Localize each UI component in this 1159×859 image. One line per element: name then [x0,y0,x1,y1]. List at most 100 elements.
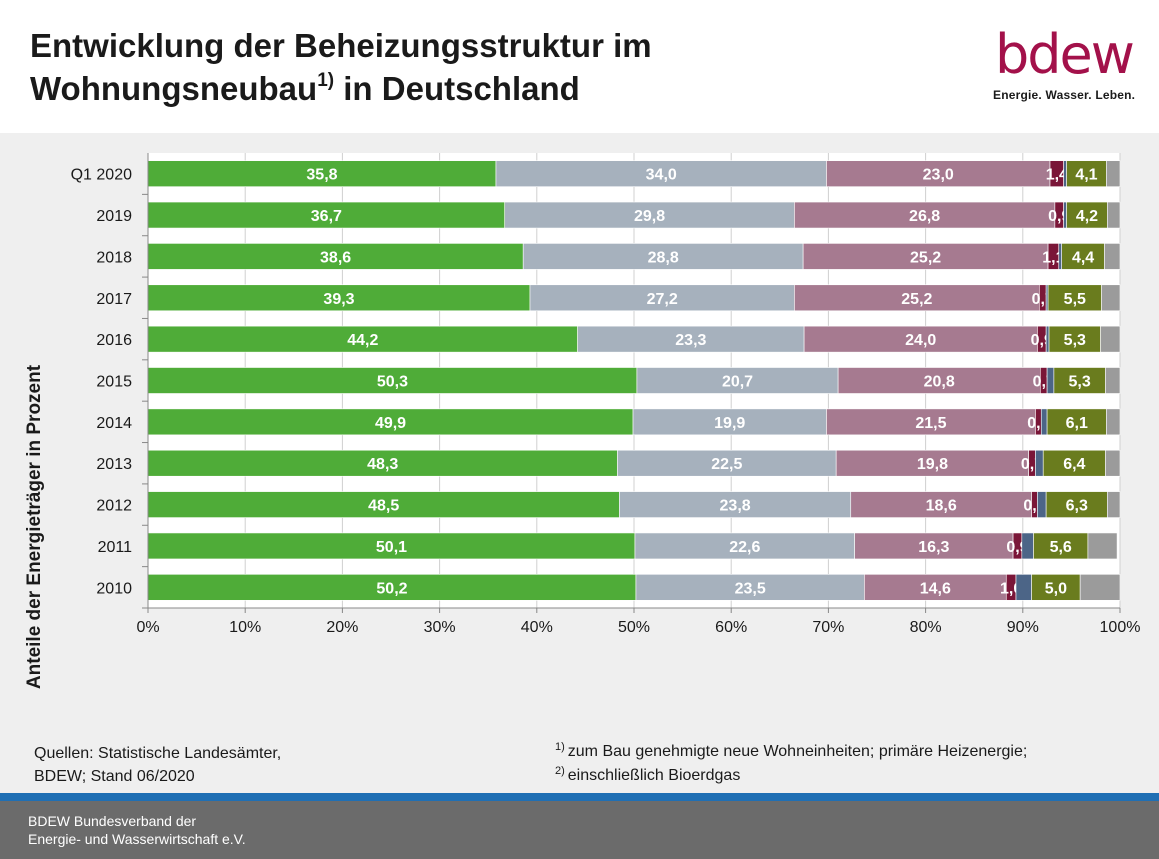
x-tick-label: 90% [1007,619,1039,636]
footnote-1: 1) zum Bau genehmigte neue Wohneinheiten;… [555,740,1027,764]
title-footnote-mark: 1) [317,70,335,91]
footnote-2-text: einschließlich Bioerdgas [567,767,741,784]
stacked-bar-chart: 0% 10% 20% 30% 40% 50% 60% 70% 80% 90% 100% Q1 2020… [71,153,1140,636]
data-label: 20,8 [924,374,955,391]
bar-segment-sonstige [1105,367,1121,394]
bar-segment-sonstige [1106,160,1121,187]
bar-segment-heizöl [1063,160,1067,187]
bar-segment-sonstige [1106,408,1121,436]
bar-segment-gas [147,201,506,229]
bar-segment-heizöl [1063,201,1067,229]
bar-segment-sonstige [1100,325,1121,353]
bar-segment-elektro-wärmepumpen [522,243,804,270]
category-label: 2017 [96,291,132,308]
data-label: 39,3 [323,291,354,308]
sources-line-1: Quellen: Statistische Landesämter, [34,745,282,762]
bar-segment-gas [147,160,497,187]
bar-segment-elektro-wärmepumpen [495,160,827,187]
data-label: 14,6 [920,580,951,597]
data-label: 1,4 [1046,167,1068,184]
bar-segment-holz-holzpellets [1045,491,1108,518]
chart-panel: 0% 10% 20% 30% 40% 50% 60% 70% 80% 90% 100% Q1 2020… [0,133,1159,828]
bar-segment-fernwärme [850,491,1032,518]
data-label: 4,1 [1075,167,1097,184]
bar-segment-gas [147,574,637,601]
data-label: 4,2 [1076,208,1098,225]
data-label: 44,2 [347,332,378,349]
bar-segment-fernwärme [803,325,1038,353]
title-line-2-end: in Deutschland [334,70,580,107]
bar-segment-sonstige [1101,284,1121,312]
data-label: 50,3 [377,374,408,391]
data-label: 23,0 [923,167,954,184]
bar-segment-gas [147,284,531,312]
bar-segment-holz-holzpellets [1031,574,1081,601]
data-label: 23,5 [735,580,766,597]
data-label: 20,7 [722,374,753,391]
bar-segment-elektro-wärmepumpen [529,284,795,312]
category-label: 2018 [96,249,132,266]
data-label: 5,5 [1064,291,1086,308]
bar-segment-fernwärme [826,160,1051,187]
sources-line-2: BDEW; Stand 06/2020 [34,768,195,785]
bar-segment-fernwärme [864,574,1007,601]
data-label: 6,4 [1063,456,1085,473]
bar-segment-heizöl [1021,532,1034,560]
category-label: 2010 [96,580,132,597]
bar-segment-sonstige [1087,532,1118,560]
category-label: 2016 [96,332,132,349]
bar-segment-sonstige [1107,201,1121,229]
data-label: 48,3 [367,456,398,473]
bar-segment-heizöl [1058,243,1062,270]
bar-segment-fernwärme [835,449,1029,477]
footer-organization: BDEW Bundesverband der Energie- und Wass… [28,812,246,848]
data-label: 50,2 [376,580,407,597]
x-tick-label: 0% [136,619,159,636]
category-label: 2013 [96,456,132,473]
bar-segment-fernwärme [826,408,1036,436]
bar-segment-gas [147,408,634,436]
data-label: 6,1 [1066,415,1088,432]
data-label: 48,5 [368,498,399,515]
data-label: 25,2 [910,249,941,266]
data-label: 5,3 [1069,374,1091,391]
footnote-1-text: zum Bau genehmigte neue Wohneinheiten; p… [567,743,1028,760]
bar-segment-elektro-wärmepumpen [632,408,827,436]
bar-segment-heizöl [1045,325,1050,353]
data-label: 23,8 [720,498,751,515]
bar-segment-holz-holzpellets [1033,532,1089,560]
data-label: 24,0 [905,332,936,349]
bar-segment-elektro-wärmepumpen [635,574,865,601]
data-label: 23,3 [675,332,706,349]
footer-stripe [0,793,1159,801]
bar-segment-elektro-wärmepumpen [634,532,855,560]
data-label: 28,8 [648,249,679,266]
bar-segment-gas [147,449,618,477]
data-label: 5,0 [1045,580,1067,597]
bar-segment-gas [147,243,524,270]
bar-segment-fernwärme [802,243,1049,270]
footer-line-1: BDEW Bundesverband der [28,813,197,829]
footnote-2-mark: 2) [555,765,565,777]
bar-segment-heizöl [1037,491,1047,518]
data-label: 5,6 [1050,539,1072,556]
category-label: 2014 [96,415,132,432]
data-label: 19,8 [917,456,948,473]
bar-segment-holz-holzpellets [1061,243,1105,270]
x-tick-label: 60% [715,619,747,636]
bar-segment-elektro-wärmepumpen [617,449,837,477]
sources-note: Quellen: Statistische Landesämter, BDEW;… [34,742,281,788]
bar-segment-holz-holzpellets [1066,160,1107,187]
data-label: 22,5 [711,456,742,473]
category-label: 2015 [96,374,132,391]
data-label: 36,7 [311,208,342,225]
page-title: Entwicklung der Beheizungsstruktur im Wo… [30,24,652,110]
y-axis-label-text: Anteile der Energieträger in Prozent [24,364,45,690]
data-label: 50,1 [376,539,407,556]
data-label: 5,3 [1064,332,1086,349]
data-label: 38,6 [320,249,351,266]
data-label: 4,4 [1072,249,1094,266]
bar-segment-holz-holzpellets [1047,284,1102,312]
category-label: 2011 [98,539,133,556]
bar-segment-sonstige [1079,574,1121,601]
